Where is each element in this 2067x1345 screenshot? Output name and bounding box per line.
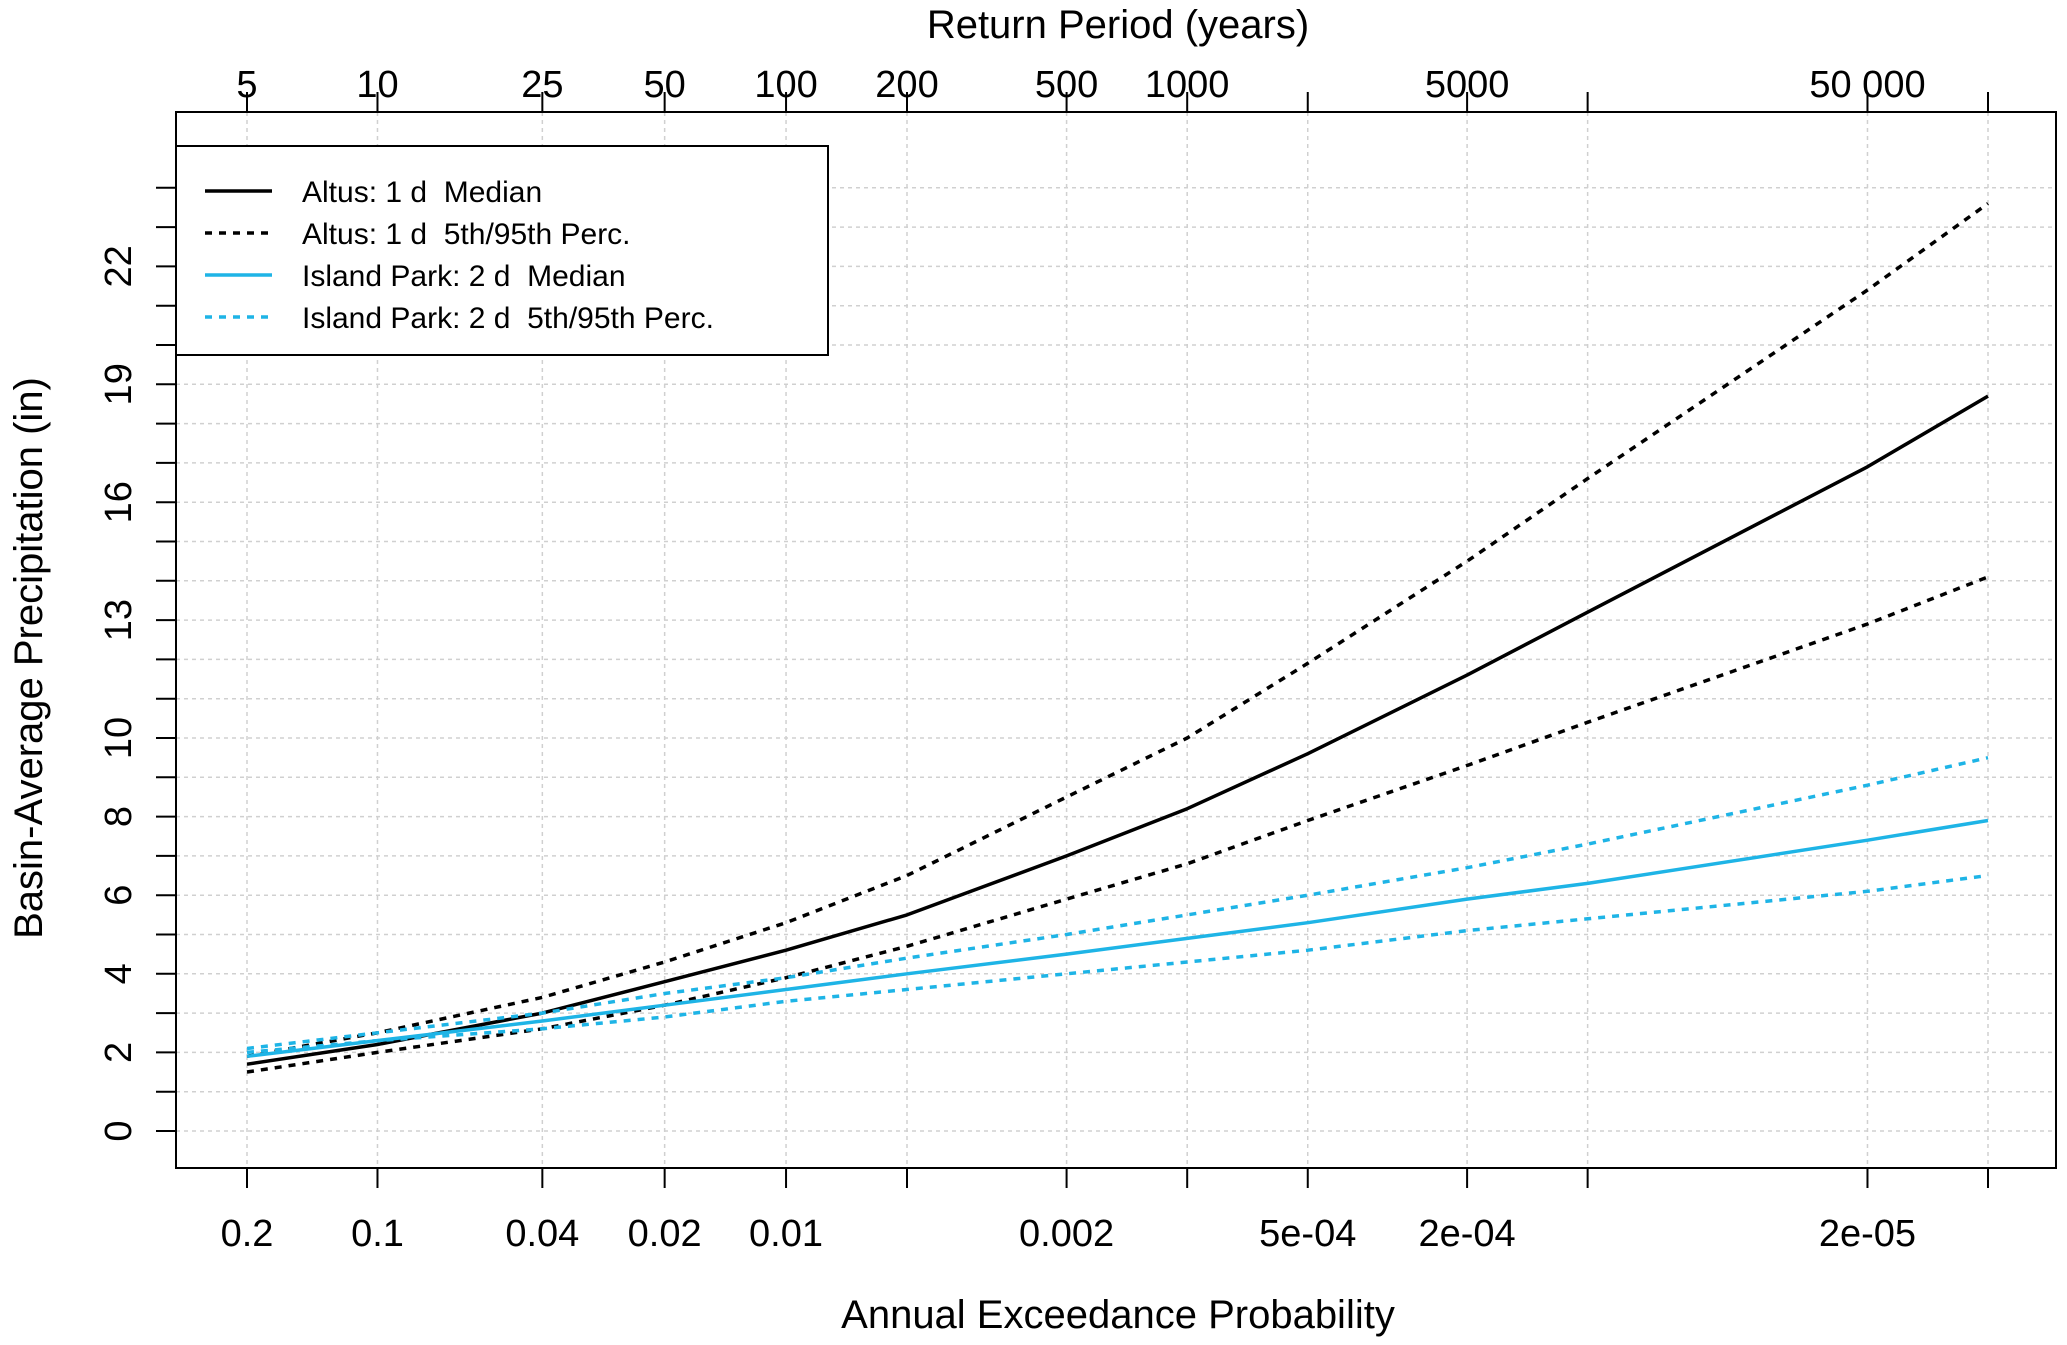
y-tick-label-5: 10 [98, 717, 140, 759]
x-top-tick-label-4: 100 [754, 64, 817, 106]
x-top-tick-label-3: 50 [644, 64, 686, 106]
x-bottom-tick-label-6: 0.002 [1019, 1213, 1114, 1255]
x-bottom-tick-label-1: 0.1 [351, 1213, 404, 1255]
x-top-tick-label-6: 500 [1035, 64, 1098, 106]
y-tick-label-9: 22 [98, 245, 140, 287]
grid [176, 112, 2056, 1168]
x-bottom-tick-label-8: 5e-04 [1259, 1213, 1356, 1255]
y-tick-label-2: 4 [98, 963, 140, 984]
x-bottom-tick-label-4: 0.01 [749, 1213, 823, 1255]
x-top-tick-label-5: 200 [875, 64, 938, 106]
x-top-tick-label-9: 5000 [1425, 64, 1510, 106]
x-top-tick-label-2: 25 [521, 64, 563, 106]
y-axis-title: Basin-Average Precipitation (in) [7, 377, 51, 939]
series-line-3 [246, 818, 1989, 1059]
x-bottom-tick-label-3: 0.02 [628, 1213, 702, 1255]
x-top-axis: 5 10 25 50 100 200 500 1000 5000 50 000 [236, 64, 1989, 112]
series-layer [246, 202, 1990, 1074]
y-tick-label-6: 13 [98, 599, 140, 641]
x-bottom-tick-label-0: 0.2 [221, 1213, 274, 1255]
x-top-tick-label-0: 5 [236, 64, 257, 106]
series-line-5 [246, 873, 1989, 1055]
legend-label-2: Island Park: 2 d Median [302, 260, 626, 293]
y-tick-label-4: 8 [98, 806, 140, 827]
top-axis-title: Return Period (years) [927, 3, 1309, 47]
y-tick-label-0: 0 [98, 1120, 140, 1141]
x-top-tick-label-1: 10 [356, 64, 398, 106]
x-bottom-axis: 0.2 0.1 0.04 0.02 0.01 0.002 5e-04 2e-04 2e-05 [221, 1168, 1989, 1255]
x-bottom-tick-label-2: 0.04 [505, 1213, 579, 1255]
legend: Altus: 1 d Median Altus: 1 d 5th/95th Per… [175, 145, 829, 356]
y-tick-label-3: 6 [98, 885, 140, 906]
series-line-2 [246, 575, 1989, 1074]
series-line-4 [246, 755, 1989, 1051]
y-tick-label-8: 19 [98, 363, 140, 405]
plot-frame [175, 111, 2057, 1169]
y-axis: 0 2 4 6 8 10 13 16 19 22 [98, 186, 176, 1142]
y-tick-label-1: 2 [98, 1042, 140, 1063]
x-bottom-tick-label-11: 2e-05 [1819, 1213, 1916, 1255]
legend-label-1: Altus: 1 d 5th/95th Perc. [302, 218, 631, 251]
x-axis-title: Annual Exceedance Probability [841, 1293, 1395, 1337]
y-tick-label-7: 16 [98, 481, 140, 523]
legend-box [175, 145, 829, 356]
series-line-1 [246, 202, 1990, 1059]
legend-label-3: Island Park: 2 d 5th/95th Perc. [302, 302, 714, 335]
x-top-tick-label-11: 50 000 [1809, 64, 1925, 106]
legend-label-0: Altus: 1 d Median [302, 176, 542, 209]
x-bottom-tick-label-9: 2e-04 [1419, 1213, 1516, 1255]
x-top-tick-label-7: 1000 [1145, 64, 1230, 106]
series-line-0 [246, 394, 1989, 1066]
